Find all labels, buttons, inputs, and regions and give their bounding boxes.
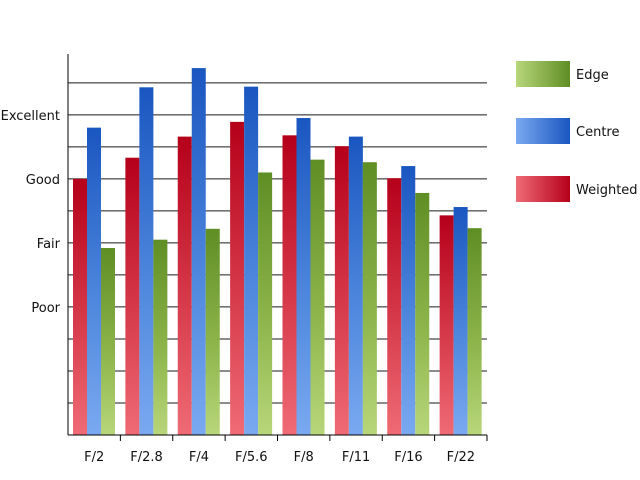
bar-centre-f2 — [87, 127, 101, 435]
bar-weighted-f11 — [334, 146, 349, 435]
bar-edge-f16 — [415, 192, 430, 435]
legend-swatch-centre — [516, 118, 570, 144]
x-tick-label: F/5.6 — [235, 450, 268, 465]
x-tick-label: F/11 — [342, 450, 370, 465]
legend-swatch-weighted — [516, 176, 570, 202]
y-tick-label: Good — [26, 173, 60, 188]
bar-weighted-f56 — [230, 121, 245, 435]
bar-centre-f28 — [139, 87, 154, 435]
legend: Edge Centre Weighted — [516, 61, 638, 202]
y-axis-labels: Poor Fair Good Excellent — [1, 109, 61, 316]
legend-label-weighted: Weighted — [576, 183, 638, 198]
bar-centre-f4 — [191, 68, 206, 435]
legend-label-centre: Centre — [576, 125, 619, 140]
bar-weighted-f22 — [439, 215, 454, 435]
axes — [67, 54, 488, 441]
bar-edge-f56 — [258, 172, 273, 435]
bar-centre-f22 — [453, 207, 468, 435]
bar-weighted-f16 — [387, 178, 402, 435]
y-tick-label: Excellent — [1, 109, 60, 124]
bar-edge-f2 — [101, 248, 115, 435]
bar-weighted-f28 — [125, 157, 140, 436]
bar-centre-f8 — [296, 118, 311, 435]
legend-swatch-edge — [516, 61, 570, 87]
bar-weighted-f8 — [282, 135, 297, 435]
bars-group — [73, 68, 482, 436]
y-tick-label: Fair — [37, 237, 61, 252]
x-tick-label: F/2.8 — [130, 450, 163, 465]
y-tick-label: Poor — [31, 301, 60, 316]
x-axis-labels: F/2 F/2.8 F/4 F/5.6 F/8 F/11 F/16 F/22 — [84, 450, 475, 465]
bar-weighted-f2 — [73, 178, 87, 435]
bar-edge-f4 — [205, 228, 220, 435]
bar-edge-f8 — [310, 159, 325, 435]
x-tick-label: F/2 — [84, 450, 104, 465]
x-tick-label: F/22 — [447, 450, 475, 465]
x-tick-label: F/8 — [294, 450, 314, 465]
bar-edge-f11 — [362, 162, 377, 436]
x-tick-label: F/16 — [394, 450, 422, 465]
x-tick-label: F/4 — [189, 450, 209, 465]
legend-label-edge: Edge — [576, 68, 609, 83]
bar-weighted-f4 — [177, 136, 192, 435]
bar-edge-f28 — [153, 239, 168, 435]
bar-centre-f16 — [401, 166, 416, 435]
bar-centre-f11 — [348, 136, 363, 435]
bar-edge-f22 — [467, 228, 482, 435]
bar-centre-f56 — [244, 86, 259, 436]
